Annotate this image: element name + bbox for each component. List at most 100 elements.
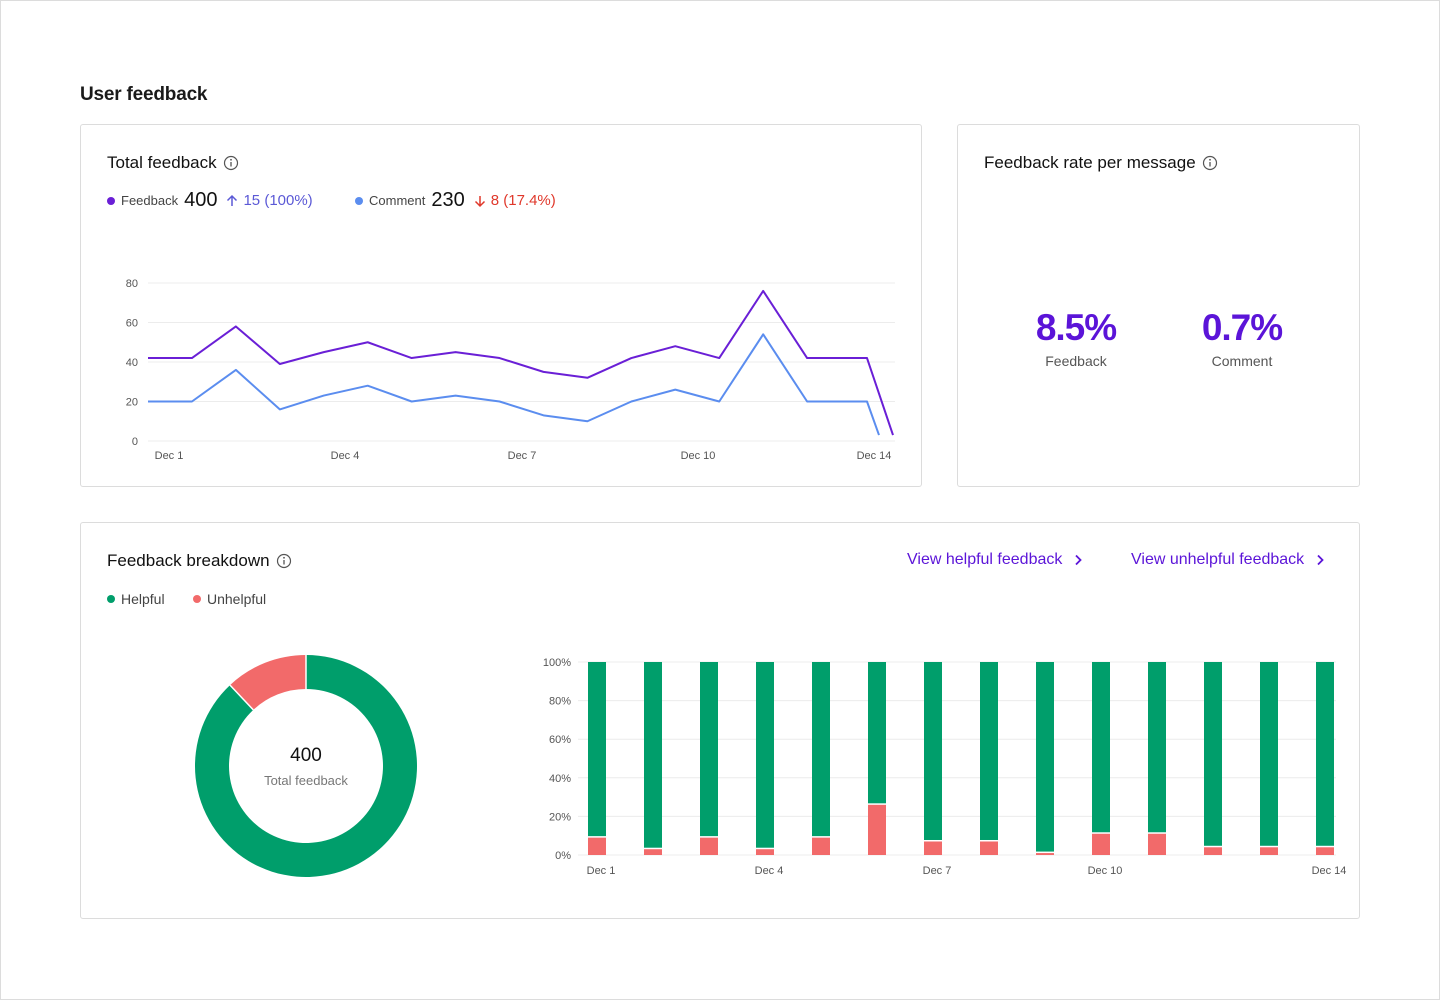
bar-unhelpful <box>1036 853 1054 855</box>
bar-unhelpful <box>756 849 774 855</box>
donut-slice-helpful <box>195 655 417 877</box>
comment-legend-label: Comment <box>369 193 426 208</box>
bar-helpful <box>1148 662 1166 833</box>
bar-chart-y-tick-label: 0% <box>555 850 571 862</box>
line-chart-x-tick-label: Dec 14 <box>857 450 892 462</box>
line-chart-y-tick-label: 0 <box>132 436 138 448</box>
arrow-down-icon <box>474 195 485 207</box>
feedback-breakdown-card: Feedback breakdown View helpful feedback… <box>80 522 1360 919</box>
bar-unhelpful <box>1092 833 1110 855</box>
line-chart-y-tick-label: 80 <box>126 278 138 290</box>
helpful-legend-item: Helpful <box>107 591 165 607</box>
bar-chart-y-tick-label: 40% <box>549 773 571 785</box>
feedback-rate-title: Feedback rate per message <box>984 153 1196 172</box>
line-chart-x-tick-label: Dec 10 <box>681 450 716 462</box>
bar-unhelpful <box>924 841 942 855</box>
line-chart-x-tick-label: Dec 7 <box>508 450 537 462</box>
chevron-right-icon <box>1075 554 1083 566</box>
bar-unhelpful <box>980 841 998 855</box>
total-feedback-title: Total feedback <box>107 153 217 172</box>
view-unhelpful-feedback-link[interactable]: View unhelpful feedback <box>1131 551 1326 569</box>
feedback-total-value: 400 <box>184 189 218 211</box>
donut-total-value: 400 <box>290 745 322 766</box>
helpful-legend-label: Helpful <box>121 591 165 607</box>
comment-delta-text: 8 (17.4%) <box>490 192 556 209</box>
page-title: User feedback <box>80 84 208 105</box>
bar-unhelpful <box>588 837 606 855</box>
info-icon[interactable] <box>223 155 239 171</box>
bar-chart-y-tick-label: 60% <box>549 734 571 746</box>
view-helpful-feedback-label: View helpful feedback <box>907 551 1063 568</box>
comment-rate-value: 0.7% <box>1201 307 1283 348</box>
line-series-feedback <box>148 289 894 436</box>
comment-total-value: 230 <box>431 189 465 211</box>
chevron-right-icon <box>1317 554 1324 566</box>
line-chart-y-tick-label: 40 <box>126 357 138 369</box>
helpful-legend-dot <box>107 595 115 603</box>
unhelpful-legend-dot <box>193 595 201 603</box>
comment-rate-label: Comment <box>1211 353 1273 369</box>
bar-unhelpful <box>1204 847 1222 855</box>
bar-helpful <box>1316 662 1334 846</box>
unhelpful-legend-label: Unhelpful <box>207 591 267 607</box>
bar-helpful <box>1204 662 1222 846</box>
bar-unhelpful <box>868 804 886 855</box>
donut-total-label: Total feedback <box>264 773 348 788</box>
comment-rate-block: 0.7% Comment <box>1162 307 1322 369</box>
feedback-breakdown-title: Feedback breakdown <box>107 551 270 570</box>
bar-helpful <box>1260 662 1278 846</box>
total-feedback-card: Total feedback Feedback 400 15 (100%) Co… <box>80 124 922 487</box>
feedback-rate-label: Feedback <box>1045 353 1107 369</box>
line-chart-y-tick-label: 20 <box>126 397 138 409</box>
view-unhelpful-feedback-label: View unhelpful feedback <box>1131 551 1305 568</box>
feedback-rate-block: 8.5% Feedback <box>996 307 1156 369</box>
bar-chart-y-tick-label: 80% <box>549 696 571 708</box>
bar-chart-x-tick-label: Dec 7 <box>923 865 952 877</box>
bar-unhelpful <box>700 837 718 855</box>
arrow-up-icon <box>227 194 238 206</box>
total-feedback-line-chart: 0 20 40 60 80 Dec 1 Dec 4 Dec 7 Dec 10 Dec 14 <box>126 278 895 462</box>
unhelpful-legend-item: Unhelpful <box>193 591 266 607</box>
total-feedback-title-row: Total feedback <box>107 153 239 173</box>
bar-helpful <box>700 662 718 837</box>
bar-helpful <box>1092 662 1110 833</box>
line-series-comment <box>148 333 880 436</box>
bar-helpful <box>756 662 774 848</box>
bar-helpful <box>812 662 830 837</box>
bar-chart-x-tick-label: Dec 10 <box>1088 865 1123 877</box>
line-chart-x-tick-label: Dec 4 <box>331 450 360 462</box>
bar-helpful <box>924 662 942 840</box>
feedback-delta-text: 15 (100%) <box>243 192 313 209</box>
feedback-breakdown-title-row: Feedback breakdown <box>107 551 292 571</box>
bar-unhelpful <box>1148 833 1166 855</box>
line-chart-x-tick-label: Dec 1 <box>155 450 184 462</box>
bar-helpful <box>644 662 662 848</box>
bar-chart-x-tick-label: Dec 4 <box>755 865 784 877</box>
bar-chart-y-tick-label: 20% <box>549 811 571 823</box>
bar-chart-y-tick-label: 100% <box>543 657 571 669</box>
bar-unhelpful <box>1316 847 1334 855</box>
feedback-legend-label: Feedback <box>121 193 179 208</box>
comment-legend-item: Comment 230 8 (17.4%) <box>355 189 556 212</box>
comment-delta: 8 (17.4%) <box>473 192 556 209</box>
info-icon[interactable] <box>1202 155 1218 171</box>
bar-helpful <box>1036 662 1054 852</box>
donut-slice-separator <box>229 684 254 711</box>
bar-helpful <box>588 662 606 837</box>
feedback-rate-title-row: Feedback rate per message <box>984 153 1218 173</box>
feedback-legend-item: Feedback 400 15 (100%) <box>107 189 313 212</box>
feedback-breakdown-bar-chart: 0% 20% 40% 60% 80% 100% Dec 1 Dec 4 Dec 7 Dec 10 D… <box>543 657 1347 877</box>
bar-helpful <box>868 662 886 804</box>
feedback-rate-value: 8.5% <box>1035 307 1117 348</box>
bar-unhelpful <box>644 849 662 855</box>
bar-chart-x-tick-label: Dec 14 <box>1312 865 1347 877</box>
line-chart-y-tick-label: 60 <box>126 318 138 330</box>
bar-unhelpful <box>1260 847 1278 855</box>
feedback-rate-card: Feedback rate per message 8.5% Feedback … <box>957 124 1360 487</box>
bar-helpful <box>980 662 998 840</box>
donut-center-label: 400 Total feedback <box>226 745 386 788</box>
info-icon[interactable] <box>276 553 292 569</box>
view-helpful-feedback-link[interactable]: View helpful feedback <box>907 551 1084 569</box>
donut-slice-unhelpful <box>230 655 306 710</box>
feedback-legend-dot <box>107 196 115 205</box>
